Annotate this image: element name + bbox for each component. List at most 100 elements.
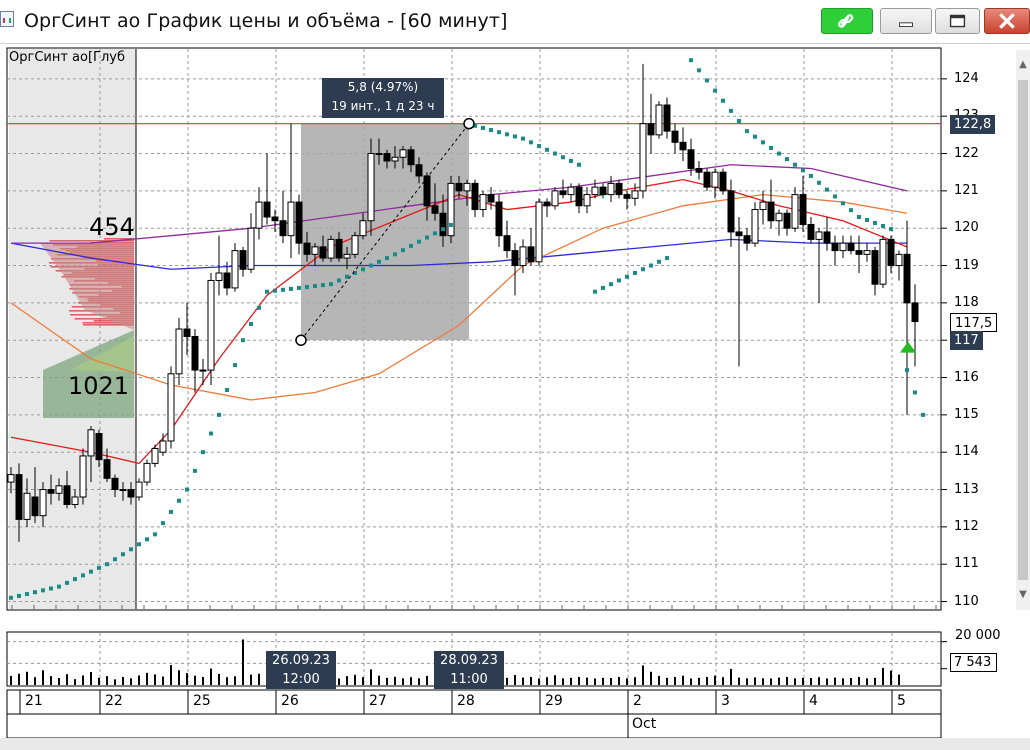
candlesticks — [7, 63, 919, 542]
candle-up — [591, 186, 599, 196]
sar-dot — [625, 274, 629, 279]
scroll-down-icon[interactable]: ▼ — [1019, 589, 1027, 600]
day-label: 3 — [721, 693, 730, 709]
price-scrollbar-thumb[interactable] — [1018, 80, 1028, 580]
sar-dot — [329, 282, 333, 287]
candle-down — [823, 231, 831, 244]
crosshair-date-1-time: 12:00 — [282, 672, 320, 687]
sar-dot — [529, 140, 533, 145]
candle-down — [511, 250, 519, 267]
sar-dot — [377, 259, 381, 264]
profile-bar-sell — [82, 324, 134, 326]
candle-down — [319, 246, 327, 259]
sar-dot — [225, 387, 229, 392]
price-tick-label: 112 — [954, 518, 979, 534]
sar-dot — [201, 450, 205, 455]
sar-dot — [281, 287, 285, 292]
candle-up — [175, 328, 183, 375]
sar-dot — [393, 252, 397, 257]
candle-down — [271, 216, 279, 222]
sar-dot — [417, 239, 421, 244]
sar-dot — [697, 68, 701, 73]
measurement-tooltip: 5,8 (4.97%) 19 инт., 1 д 23 ч — [322, 78, 444, 118]
sar-dot — [665, 256, 669, 261]
sar-dot — [369, 263, 373, 268]
candle-up — [583, 194, 591, 207]
sar-dot — [105, 562, 109, 567]
candle-down — [103, 459, 111, 479]
candle-up — [631, 190, 639, 199]
sar-dot — [361, 267, 365, 272]
candle-up — [7, 474, 15, 483]
candle-down — [303, 242, 311, 255]
sar-dot — [745, 129, 749, 134]
sar-dot — [689, 58, 693, 63]
scroll-up-icon[interactable]: ▲ — [1019, 59, 1027, 70]
profile-bar-sell — [89, 242, 134, 244]
candle-up — [79, 455, 87, 498]
candle-down — [423, 175, 431, 207]
sar-dot — [641, 267, 645, 272]
candle-up — [39, 489, 47, 517]
sar-dot — [209, 431, 213, 436]
candle-up — [311, 246, 319, 255]
price-tick-label: 116 — [954, 369, 979, 385]
sar-dot — [721, 98, 725, 103]
minimize-button[interactable] — [880, 8, 932, 34]
candle-down — [807, 223, 815, 240]
candle-down — [719, 171, 727, 192]
profile-area-buy-light — [70, 336, 134, 372]
sar-dot — [849, 208, 853, 213]
candle-down — [415, 164, 423, 177]
sar-dot — [713, 88, 717, 93]
sar-dot — [169, 509, 173, 514]
sar-dot — [273, 288, 277, 293]
day-label: 4 — [809, 693, 818, 709]
sar-dot — [57, 584, 61, 589]
volume-axis — [941, 641, 947, 670]
measurement-start-handle[interactable] — [295, 334, 307, 346]
measurement-end-handle[interactable] — [463, 117, 475, 130]
candle-up — [159, 440, 167, 453]
sar-dot — [809, 173, 813, 178]
sar-dot — [505, 132, 509, 137]
candle-up — [479, 194, 487, 211]
candle-down — [911, 302, 919, 323]
candle-down — [831, 242, 839, 252]
sar-dot — [433, 231, 437, 236]
profile-upper-count: 454 — [89, 213, 135, 241]
candle-down — [735, 231, 743, 237]
link-button[interactable] — [821, 8, 873, 34]
day-label: 22 — [105, 693, 123, 709]
maximize-button[interactable] — [935, 8, 980, 34]
candle-up — [287, 201, 295, 237]
candle-up — [567, 186, 575, 196]
crosshair-date-1-day: 26.09.23 — [272, 653, 330, 668]
time-axis-ticks — [19, 690, 893, 738]
candle-down — [727, 190, 735, 233]
candle-down — [111, 477, 119, 491]
sar-dot — [217, 412, 221, 417]
candle-up — [839, 242, 847, 252]
candle-up — [231, 250, 239, 289]
sar-dot — [521, 136, 525, 141]
sar-dot — [921, 412, 925, 417]
month-label: Oct — [632, 716, 657, 732]
volume-max-tick: 20 000 — [955, 628, 1001, 643]
price-tick-label: 121 — [954, 182, 979, 198]
sar-dot — [81, 573, 85, 578]
close-button[interactable] — [984, 8, 1030, 34]
day-label: 21 — [25, 693, 43, 709]
sar-dot — [905, 368, 909, 373]
candle-up — [367, 153, 375, 222]
day-label: 25 — [193, 693, 211, 709]
sar-dot — [121, 552, 125, 557]
candle-down — [95, 433, 103, 461]
candle-down — [743, 235, 751, 244]
horizontal-scrollbar[interactable] — [0, 738, 1030, 750]
candle-up — [343, 253, 351, 259]
candle-up — [447, 182, 455, 237]
sar-dot — [145, 537, 149, 542]
sar-dot — [825, 187, 829, 192]
